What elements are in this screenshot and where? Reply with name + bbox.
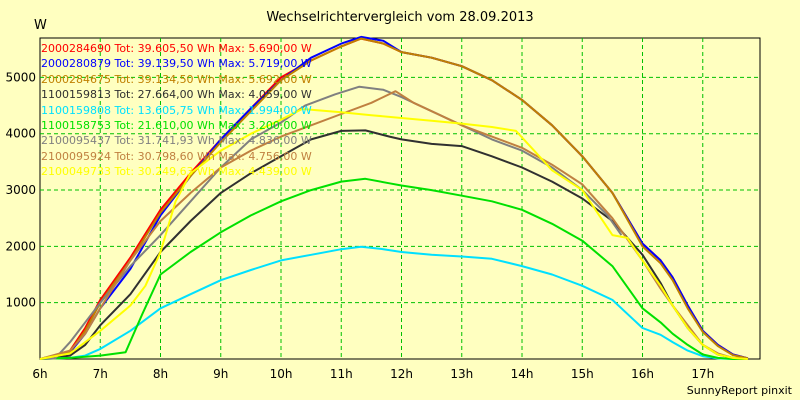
y-tick-label: 3000 bbox=[5, 183, 36, 197]
x-tick-label: 9h bbox=[213, 367, 228, 381]
x-tick-label: 16h bbox=[631, 367, 654, 381]
legend-entry-4: 1100159813 Tot: 27.664,00 Wh Max: 4.059,… bbox=[41, 88, 312, 102]
legend-entry-8: 2100095924 Tot: 30.798,60 Wh Max: 4.756,… bbox=[41, 149, 312, 163]
x-tick-label: 15h bbox=[571, 367, 594, 381]
series-line-3 bbox=[39, 37, 749, 360]
legend: 2000284690 Tot: 39.605,50 Wh Max: 5.690,… bbox=[41, 41, 312, 180]
x-tick-label: 8h bbox=[153, 367, 168, 381]
x-tick-label: 17h bbox=[691, 367, 714, 381]
legend-entry-2: 2000280879 Tot: 39.139,50 Wh Max: 5.719,… bbox=[41, 57, 312, 71]
legend-entry-9: 2100049733 Tot: 30.249,63 Wh Max: 4.439,… bbox=[41, 165, 312, 179]
footer-credit: SunnyReport pinxit bbox=[686, 384, 792, 397]
x-tick-label: 13h bbox=[450, 367, 473, 381]
y-tick-label: 4000 bbox=[5, 127, 36, 141]
series-line-5 bbox=[39, 245, 748, 360]
x-tick-label: 12h bbox=[390, 367, 413, 381]
y-tick-label: 2000 bbox=[5, 239, 36, 253]
y-axis-unit-label: W bbox=[34, 18, 47, 33]
series-line-7 bbox=[39, 85, 623, 360]
legend-entry-6: 1100158753 Tot: 21.610,00 Wh Max: 3.200,… bbox=[41, 119, 312, 133]
legend-entry-7: 2100095437 Tot: 31.741,93 Wh Max: 4.836,… bbox=[41, 134, 312, 148]
x-tick-label: 7h bbox=[93, 367, 108, 381]
y-tick-label: 1000 bbox=[5, 296, 36, 310]
x-tick-label: 14h bbox=[511, 367, 534, 381]
legend-entry-5: 1100159808 Tot: 13.605,75 Wh Max: 1.994,… bbox=[41, 103, 312, 117]
chart-title: Wechselrichtervergleich vom 28.09.2013 bbox=[266, 10, 534, 25]
legend-entry-3: 2000284675 Tot: 39.134,50 Wh Max: 5.692,… bbox=[41, 72, 312, 86]
series-line-9 bbox=[39, 108, 748, 360]
x-tick-label: 6h bbox=[32, 367, 47, 381]
legend-entry-1: 2000284690 Tot: 39.605,50 Wh Max: 5.690,… bbox=[41, 42, 312, 55]
x-tick-label: 11h bbox=[330, 367, 353, 381]
series-line-6 bbox=[39, 177, 748, 360]
y-tick-label: 5000 bbox=[5, 70, 36, 84]
x-tick-label: 10h bbox=[270, 367, 293, 381]
